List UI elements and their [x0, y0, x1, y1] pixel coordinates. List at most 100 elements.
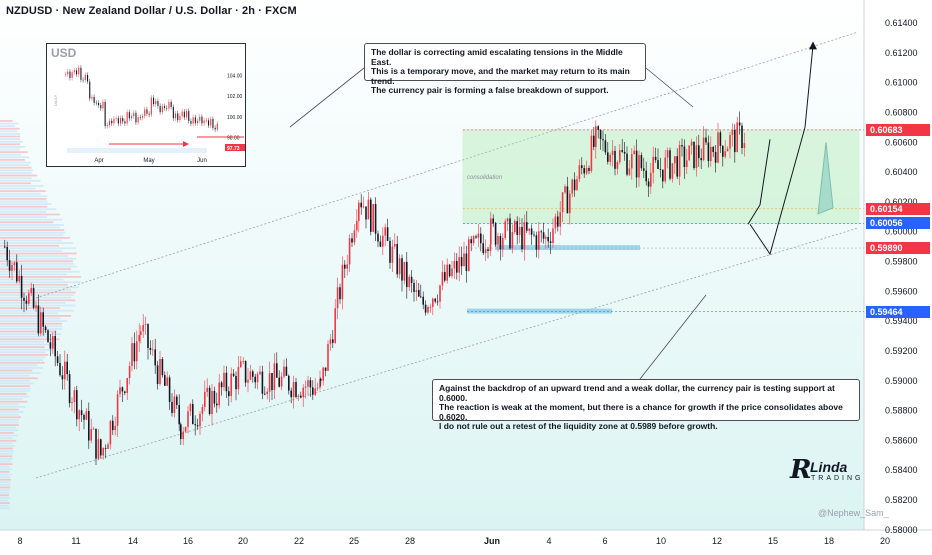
candle-body [152, 349, 154, 351]
inset-candle-body [205, 120, 207, 122]
volume-profile-bar [0, 138, 21, 140]
volume-profile-bar [0, 346, 45, 348]
y-tick-label: 0.59200 [885, 346, 918, 356]
inset-candle-body [212, 118, 214, 128]
target-arrow-icon [817, 142, 834, 215]
volume-profile-bar [0, 497, 11, 499]
volume-profile-bar [0, 364, 38, 367]
candle-body [499, 236, 502, 250]
candle-body [353, 230, 356, 243]
candle-body [112, 420, 114, 431]
candle-body [290, 390, 292, 398]
candle-body [647, 181, 650, 187]
candle-body [657, 160, 659, 169]
volume-profile-bar [0, 450, 14, 452]
rlinda-logo: R Linda TRADING [790, 455, 861, 485]
candle-body [367, 199, 370, 220]
candle-body [547, 236, 549, 242]
volume-profile-bar [0, 317, 61, 320]
volume-profile-bar [0, 252, 77, 255]
candle-body [244, 361, 247, 383]
volume-profile-bar [0, 135, 21, 138]
candle-body [319, 378, 321, 388]
candle-body [597, 126, 599, 130]
candle-body [511, 232, 514, 249]
volume-profile-bar [0, 385, 30, 387]
volume-profile-bar [0, 424, 19, 426]
x-tick-label: 22 [294, 536, 304, 546]
candle-body [184, 426, 187, 432]
note-top: The dollar is correcting amid escalating… [364, 43, 646, 95]
candle-body [20, 275, 23, 298]
volume-profile-bar [0, 491, 11, 494]
inset-candle-body [157, 101, 159, 106]
candle-body [316, 387, 319, 389]
candle-body [396, 243, 398, 275]
volume-profile-bar [0, 325, 63, 328]
candle-body [242, 361, 244, 362]
candle-body [448, 264, 451, 277]
candle-body [261, 371, 264, 394]
candle-body [650, 172, 652, 187]
candle-body [237, 367, 240, 390]
price-axis-panel [864, 0, 932, 550]
inset-candle-body [179, 116, 181, 121]
y-tick-label: 0.59000 [885, 376, 918, 386]
volume-profile-bar [0, 494, 9, 497]
candle-body [37, 305, 40, 334]
candlesticks [4, 111, 746, 465]
candle-body [372, 204, 374, 232]
volume-profile-bar [0, 437, 13, 439]
candle-body [142, 324, 144, 332]
volume-profile-bar [0, 473, 12, 476]
candle-body [166, 377, 168, 386]
candle-body [61, 375, 64, 380]
volume-profile-bar [0, 226, 60, 229]
inset-candle-body [84, 74, 86, 81]
logo-name: Linda [810, 459, 848, 475]
inset-candle-body [131, 116, 133, 119]
candle-body [83, 414, 85, 420]
volume-profile-bar [0, 159, 25, 161]
candle-body [552, 228, 554, 243]
volume-profile-bar [0, 120, 13, 122]
candle-body [623, 151, 626, 154]
volume-profile-bar [0, 369, 33, 372]
volume-profile-bar [0, 229, 65, 231]
candle-body [370, 199, 372, 232]
projection-arrow-main [749, 45, 814, 256]
candle-body [128, 366, 131, 379]
candle-body [607, 152, 609, 162]
candle-body [307, 380, 309, 387]
candle-body [218, 382, 220, 406]
watermark: @Nephew_Sam_ [818, 508, 889, 518]
liquidity-zone-upper [495, 245, 640, 251]
volume-profile-bar [0, 133, 21, 135]
candle-body [645, 170, 647, 182]
candle-body [54, 336, 56, 357]
candle-body [475, 236, 477, 238]
volume-profile-bar [0, 380, 30, 382]
candle-body [724, 151, 726, 157]
x-tick-label: 20 [880, 536, 890, 546]
volume-profile-bar [0, 374, 30, 377]
candle-body [516, 221, 518, 235]
candle-body [386, 227, 389, 241]
candle-body [451, 268, 453, 277]
volume-profile-bar [0, 244, 60, 247]
candle-body [288, 375, 290, 391]
y-tick-label: 0.58600 [885, 435, 918, 445]
candle-body [446, 264, 448, 281]
candle-body [283, 366, 285, 377]
candle-body [506, 218, 509, 222]
candle-body [566, 186, 569, 214]
volume-profile-bar [0, 140, 23, 143]
candle-body [322, 367, 324, 381]
inset-candle-body [203, 120, 205, 124]
volume-profile-bar [0, 393, 27, 395]
candle-body [228, 391, 230, 397]
candle-body [171, 401, 173, 413]
inset-candle-body [137, 117, 139, 123]
candle-body [344, 264, 346, 269]
candle-body [28, 293, 30, 304]
